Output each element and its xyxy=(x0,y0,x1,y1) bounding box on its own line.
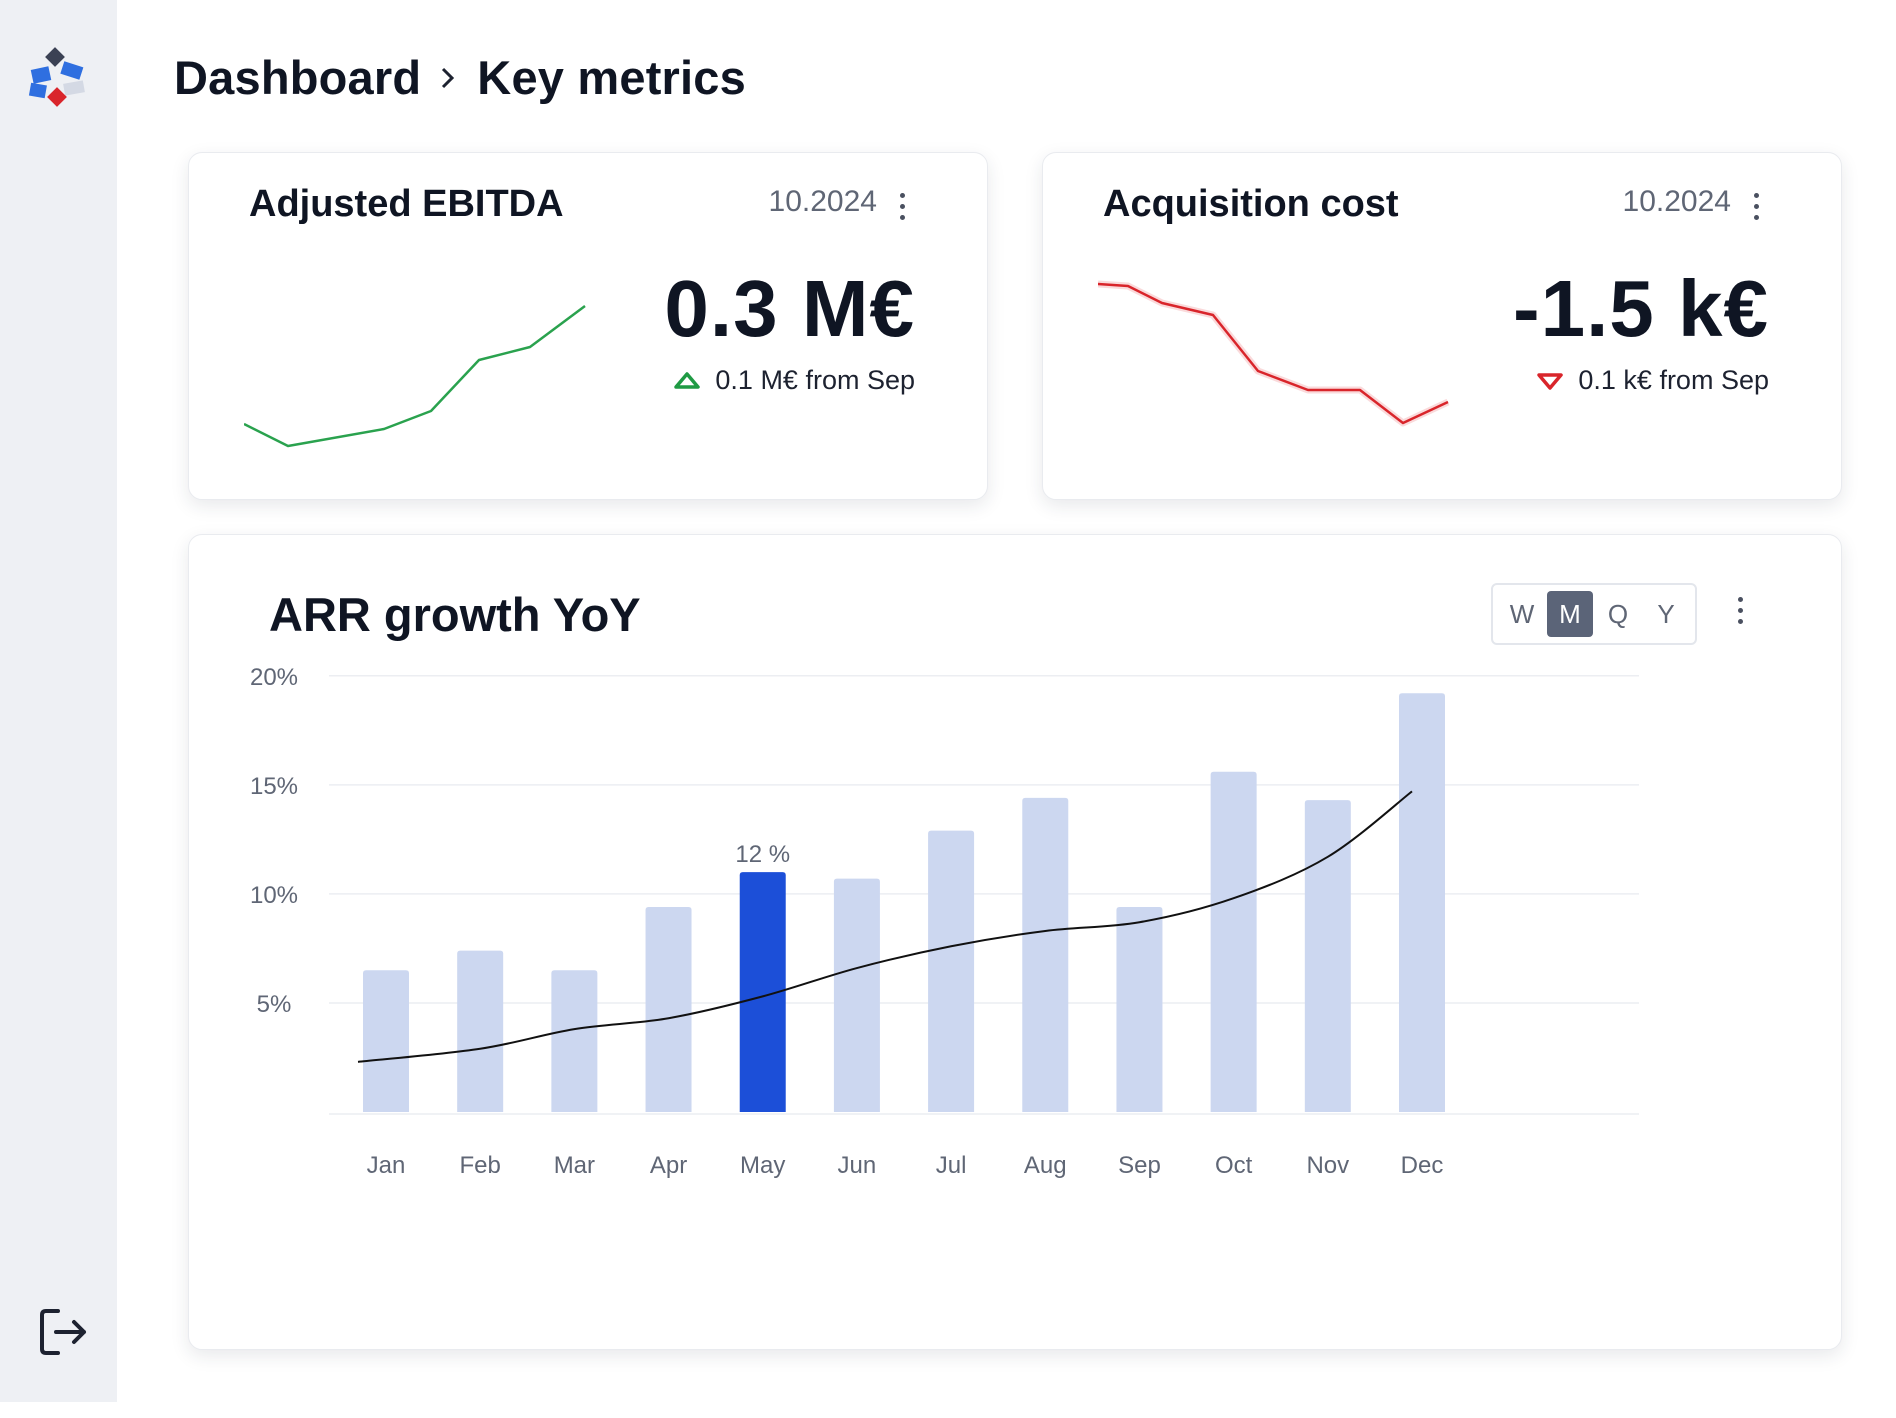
chart-bar xyxy=(1022,797,1069,1112)
chart-bar xyxy=(363,970,409,1112)
metric-delta: 0.1 k€ from Sep xyxy=(1536,365,1769,396)
chart-bar xyxy=(1210,771,1257,1112)
x-tick-label: Aug xyxy=(1024,1152,1067,1179)
x-tick-label: Mar xyxy=(554,1152,595,1179)
more-options-icon[interactable] xyxy=(1738,597,1743,624)
chart-bar xyxy=(833,878,880,1112)
metric-value: 0.3 M€ xyxy=(664,264,915,353)
data-label: 12 % xyxy=(735,841,790,868)
y-tick-label: 20% xyxy=(250,664,298,691)
period-toggle: W M Q Y xyxy=(1491,583,1697,645)
period-option-y[interactable]: Y xyxy=(1657,598,1675,629)
x-tick-label: Dec xyxy=(1401,1152,1444,1179)
ebitda-card: Adjusted EBITDA 10.2024 0.3 M€ 0.1 M€ fr… xyxy=(188,152,988,500)
y-tick-label: 10% xyxy=(250,882,298,909)
card-title: Adjusted EBITDA xyxy=(249,183,564,225)
acquisition-sparkline xyxy=(1098,280,1450,427)
more-options-icon[interactable] xyxy=(1754,193,1759,220)
trend-up-icon xyxy=(674,371,701,389)
card-title: Acquisition cost xyxy=(1103,183,1399,225)
y-tick-label: 5% xyxy=(257,991,292,1018)
metric-delta: 0.1 M€ from Sep xyxy=(673,365,915,396)
breadcrumb: Dashboard Key metrics xyxy=(174,50,746,105)
x-tick-label: May xyxy=(740,1152,785,1179)
chart-bar xyxy=(457,950,504,1112)
y-tick-label: 15% xyxy=(250,773,298,800)
sidebar xyxy=(0,0,117,1402)
chart-title: ARR growth YoY xyxy=(269,588,641,641)
breadcrumb-root[interactable]: Dashboard xyxy=(174,51,422,104)
period-option-m[interactable]: M xyxy=(1547,591,1593,637)
period-option-q[interactable]: Q xyxy=(1607,598,1629,629)
acquisition-card: Acquisition cost 10.2024 -1.5 k€ 0.1 k€ … xyxy=(1042,152,1842,500)
period-option-w[interactable]: W xyxy=(1509,598,1535,629)
chart-bar xyxy=(645,906,692,1112)
x-tick-label: Sep xyxy=(1118,1152,1161,1179)
ebitda-sparkline xyxy=(244,304,586,448)
metric-delta-text: 0.1 k€ from Sep xyxy=(1578,365,1769,395)
metric-delta-text: 0.1 M€ from Sep xyxy=(715,365,915,395)
x-tick-label: Nov xyxy=(1306,1152,1349,1179)
trend-down-icon xyxy=(1537,372,1564,390)
brand-logo-icon[interactable] xyxy=(28,46,92,112)
x-tick-label: Oct xyxy=(1215,1152,1253,1179)
chart-bar xyxy=(928,830,975,1112)
x-tick-label: Feb xyxy=(460,1152,501,1179)
card-date: 10.2024 xyxy=(1622,185,1731,218)
x-tick-label: Jan xyxy=(367,1152,406,1179)
chart-bar xyxy=(551,970,598,1112)
card-date: 10.2024 xyxy=(768,185,877,218)
arr-growth-chart: 5% 10% 15% 20% Jan Feb Mar Apr May 12 % Jun Jul Aug S… xyxy=(250,664,1639,1179)
chart-bar xyxy=(1399,693,1445,1112)
metric-value: -1.5 k€ xyxy=(1512,264,1769,353)
arr-growth-card: 5% 10% 15% 20% Jan Feb Mar Apr May 12 % Jun Jul Aug S… xyxy=(188,534,1842,1350)
chart-bar xyxy=(1116,906,1163,1112)
more-options-icon[interactable] xyxy=(900,193,905,220)
x-tick-label: Jul xyxy=(936,1152,967,1179)
x-tick-label: Apr xyxy=(650,1152,687,1179)
chevron-right-icon xyxy=(439,65,457,91)
logout-icon[interactable] xyxy=(36,1305,90,1359)
chart-bar xyxy=(1304,800,1351,1112)
trend-line xyxy=(357,790,1413,1063)
chart-bar xyxy=(739,872,786,1112)
breadcrumb-current: Key metrics xyxy=(477,51,746,104)
x-tick-label: Jun xyxy=(838,1152,877,1179)
